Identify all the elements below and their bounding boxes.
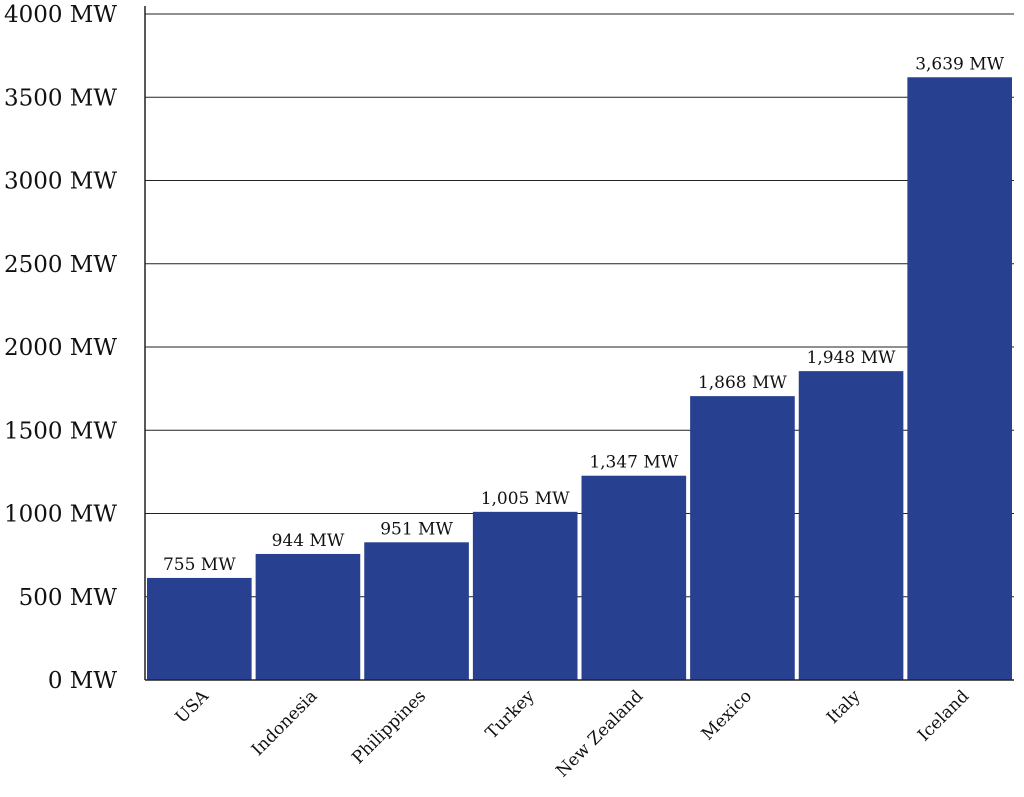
x-tick-label: Iceland	[914, 686, 973, 745]
bars	[147, 77, 1012, 680]
data-label: 755 MW	[163, 555, 236, 575]
x-tick-labels: USA Indonesia Philippines Turkey New Zealand…	[172, 686, 974, 781]
bar-turkey	[472, 511, 578, 680]
data-label: 1,005 MW	[481, 489, 570, 509]
x-tick-label: Mexico	[698, 686, 756, 744]
data-label: 1,347 MW	[589, 453, 678, 473]
y-tick-labels: 0 MW 500 MW 1000 MW 1500 MW 2000 MW 2500 MW 30…	[4, 2, 117, 694]
x-tick-label: Italy	[823, 686, 865, 728]
y-tick-label: 1500 MW	[4, 418, 117, 444]
data-label: 1,868 MW	[698, 373, 787, 393]
data-label: 944 MW	[272, 531, 345, 551]
y-tick-label: 3000 MW	[4, 169, 117, 195]
y-tick-label: 1000 MW	[4, 502, 117, 528]
bar-iceland	[907, 77, 1012, 680]
bar-mexico	[690, 396, 795, 680]
y-tick-label: 2000 MW	[4, 335, 117, 361]
data-label: 3,639 MW	[915, 54, 1004, 74]
bar-indonesia	[255, 553, 361, 680]
y-tick-label: 4000 MW	[4, 2, 117, 28]
x-tick-label: USA	[172, 686, 214, 728]
x-tick-label: Philippines	[348, 686, 430, 768]
y-tick-label: 3500 MW	[4, 85, 117, 111]
data-label: 951 MW	[380, 519, 453, 539]
x-tick-label: Turkey	[482, 686, 539, 743]
y-tick-label: 0 MW	[48, 668, 117, 694]
data-label: 1,948 MW	[807, 348, 896, 368]
axes	[144, 6, 1014, 681]
x-tick-label: New Zealand	[552, 686, 647, 781]
bar-italy	[798, 371, 904, 680]
data-labels: 755 MW 944 MW 951 MW 1,005 MW 1,347 MW 1,868 …	[163, 54, 1005, 575]
bar-usa	[147, 577, 252, 680]
bar-philippines	[364, 542, 469, 680]
x-tick-label: Indonesia	[248, 686, 322, 760]
y-tick-label: 2500 MW	[4, 252, 117, 278]
bar-new-zealand	[581, 475, 687, 680]
y-tick-label: 500 MW	[19, 585, 118, 611]
gridlines	[145, 13, 1014, 598]
